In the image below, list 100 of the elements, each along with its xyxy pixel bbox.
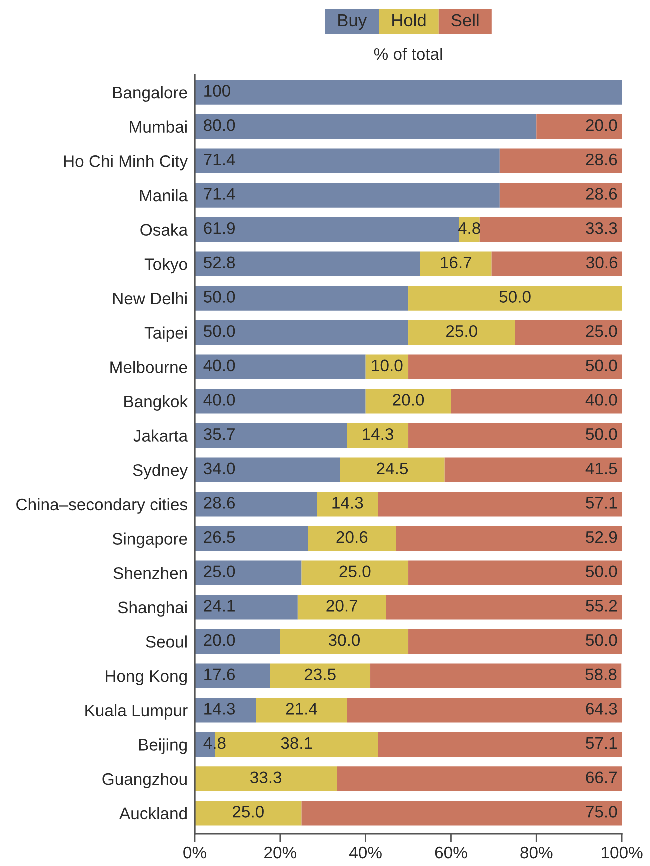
data-label: 50.0 — [586, 566, 618, 578]
bar — [347, 423, 409, 448]
data-label: 25.0 — [340, 566, 371, 578]
data-label: 57.1 — [586, 497, 618, 509]
bar — [396, 526, 622, 552]
bar — [408, 286, 622, 311]
y-tick-label: Seoul — [146, 636, 187, 648]
data-label: 33.3 — [250, 772, 282, 784]
data-label: 40.0 — [204, 360, 236, 372]
y-tick-label: Sydney — [133, 464, 188, 480]
y-tick-label: Kuala Lumpur — [86, 704, 188, 720]
legend-label: Buy — [338, 14, 368, 30]
bar — [195, 560, 302, 586]
data-label: 100 — [204, 85, 230, 97]
data-label: 14.3 — [332, 497, 364, 509]
bar — [408, 629, 622, 654]
data-label: 30.6 — [586, 256, 618, 269]
bar — [337, 766, 622, 792]
bar — [408, 560, 622, 586]
bar — [317, 492, 378, 517]
bar — [302, 560, 409, 586]
y-tick-label: Jakarta — [134, 430, 188, 442]
data-label: 30.0 — [328, 634, 360, 646]
data-label: 50.0 — [586, 360, 618, 372]
data-label: 58.8 — [586, 668, 617, 681]
bar — [195, 148, 500, 174]
data-label: 17.6 — [204, 668, 236, 681]
bar — [500, 148, 622, 174]
data-label: 20.0 — [204, 634, 236, 646]
data-label: 26.5 — [204, 531, 236, 544]
y-tick-label: Bangalore — [113, 86, 188, 102]
bar — [195, 252, 420, 276]
bar — [500, 183, 622, 208]
data-label: 50.0 — [586, 634, 618, 646]
bar — [256, 698, 348, 723]
bar — [195, 80, 622, 105]
data-label: 50.0 — [204, 291, 236, 303]
data-label: 80.0 — [204, 120, 236, 132]
data-label: 24.5 — [377, 462, 408, 475]
data-label: 33.3 — [586, 222, 618, 234]
data-label: 38.1 — [281, 737, 312, 750]
data-label: 23.5 — [304, 668, 336, 681]
y-tick-label: Shenzhen — [114, 567, 187, 580]
bar — [378, 732, 622, 758]
y-tick-label: Melbourne — [110, 361, 188, 374]
bar — [195, 320, 409, 346]
y-tick-label: New Delhi — [113, 292, 187, 305]
data-label: 55.2 — [586, 600, 618, 612]
chart-title: % of total — [374, 48, 442, 60]
data-label: 50.0 — [586, 428, 618, 440]
bar — [195, 286, 409, 311]
data-label: 25.0 — [446, 325, 478, 338]
bar — [270, 664, 371, 688]
bar — [195, 354, 366, 380]
bar — [195, 183, 500, 208]
bar — [408, 320, 516, 346]
bar — [480, 217, 622, 242]
data-label: 24.1 — [204, 600, 235, 612]
data-label: 41.5 — [586, 462, 618, 475]
bar — [195, 389, 366, 414]
bar — [195, 801, 302, 826]
bar — [492, 252, 622, 276]
y-tick-label: Mumbai — [130, 120, 187, 134]
data-label: 66.7 — [586, 772, 618, 784]
bar — [195, 114, 537, 140]
data-label: 25.0 — [204, 566, 236, 578]
x-tick-label: 40% — [350, 846, 382, 859]
bar — [195, 423, 348, 448]
data-label: 20.0 — [586, 120, 618, 132]
bar — [195, 595, 298, 620]
y-tick-label: Osaka — [140, 224, 188, 236]
bar — [536, 114, 622, 140]
y-tick-label: Beijing — [139, 738, 187, 754]
data-label: 20.7 — [326, 600, 358, 612]
data-label: 28.6 — [586, 188, 618, 200]
bar — [366, 389, 452, 414]
y-tick-label: Shanghai — [118, 601, 187, 617]
x-tick-label: 20% — [264, 846, 296, 859]
y-tick-label: Manila — [140, 189, 188, 202]
x-tick-label: 100% — [602, 846, 643, 859]
y-tick-label: Tokyo — [144, 258, 188, 274]
bar — [451, 389, 622, 414]
data-label: 14.3 — [363, 428, 394, 440]
data-label: 50.0 — [204, 325, 236, 338]
bar — [420, 252, 492, 276]
bar — [195, 458, 340, 482]
data-label: 40.0 — [204, 394, 236, 406]
y-tick-label: Bangkok — [124, 395, 188, 411]
bar — [195, 766, 338, 792]
y-tick-label: Hong Kong — [106, 670, 187, 686]
data-label: 20.6 — [336, 531, 368, 544]
data-label: 10.0 — [372, 360, 403, 372]
bar — [408, 423, 622, 448]
legend-label: Sell — [452, 14, 479, 27]
bar — [347, 698, 622, 723]
y-tick-label: Taipei — [144, 326, 187, 342]
data-label: 14.3 — [204, 703, 236, 715]
bar — [370, 664, 622, 688]
data-label: 28.6 — [204, 497, 236, 509]
bar — [302, 801, 622, 826]
